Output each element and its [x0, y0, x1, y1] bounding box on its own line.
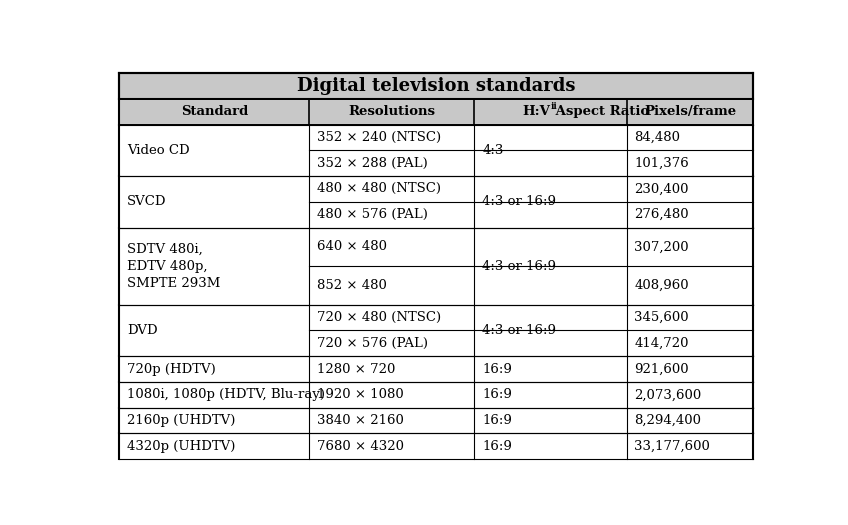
Text: 480 × 480 (NTSC): 480 × 480 (NTSC): [317, 182, 441, 195]
Bar: [119, 99, 753, 124]
Text: 4:3 or 16:9: 4:3 or 16:9: [483, 195, 556, 208]
Text: 4:3 or 16:9: 4:3 or 16:9: [483, 260, 556, 272]
Bar: [119, 227, 753, 304]
Text: 720 × 576 (PAL): 720 × 576 (PAL): [317, 337, 428, 350]
Bar: [119, 382, 753, 408]
Bar: [119, 176, 753, 227]
Text: DVD: DVD: [127, 324, 158, 337]
Text: 84,480: 84,480: [634, 131, 680, 144]
Bar: [119, 73, 753, 99]
Text: 276,480: 276,480: [634, 208, 689, 221]
Text: Pixels/frame: Pixels/frame: [644, 105, 736, 118]
Text: 414,720: 414,720: [634, 337, 689, 350]
Text: 16:9: 16:9: [483, 440, 512, 453]
Text: 1080i, 1080p (HDTV, Blu-ray): 1080i, 1080p (HDTV, Blu-ray): [127, 388, 325, 401]
Text: SDTV 480i,
EDTV 480p,
SMPTE 293M: SDTV 480i, EDTV 480p, SMPTE 293M: [127, 243, 220, 290]
Text: 720p (HDTV): 720p (HDTV): [127, 363, 215, 375]
Bar: [119, 408, 753, 434]
Text: 2,073,600: 2,073,600: [634, 388, 701, 401]
Text: SVCD: SVCD: [127, 195, 166, 208]
Text: 345,600: 345,600: [634, 311, 689, 324]
Text: 2160p (UHDTV): 2160p (UHDTV): [127, 414, 236, 427]
Text: 4:3 or 16:9: 4:3 or 16:9: [483, 324, 556, 337]
Text: 480 × 576 (PAL): 480 × 576 (PAL): [317, 208, 428, 221]
Text: 230,400: 230,400: [634, 182, 689, 195]
Bar: [119, 124, 753, 176]
Text: 307,200: 307,200: [634, 240, 689, 254]
Text: 3840 × 2160: 3840 × 2160: [317, 414, 404, 427]
Text: 852 × 480: 852 × 480: [317, 279, 388, 292]
Text: 7680 × 4320: 7680 × 4320: [317, 440, 404, 453]
Bar: [119, 304, 753, 356]
Text: 408,960: 408,960: [634, 279, 689, 292]
Text: 8,294,400: 8,294,400: [634, 414, 701, 427]
Text: Standard: Standard: [181, 105, 248, 118]
Text: 4:3: 4:3: [483, 144, 504, 157]
Text: ii: ii: [551, 102, 558, 111]
Text: 33,177,600: 33,177,600: [634, 440, 711, 453]
Text: 720 × 480 (NTSC): 720 × 480 (NTSC): [317, 311, 442, 324]
Text: 1920 × 1080: 1920 × 1080: [317, 388, 404, 401]
Text: 4320p (UHDTV): 4320p (UHDTV): [127, 440, 236, 453]
Text: Aspect Ratio: Aspect Ratio: [551, 105, 650, 118]
Text: H:V: H:V: [522, 105, 550, 118]
Text: 640 × 480: 640 × 480: [317, 240, 388, 254]
Text: 352 × 240 (NTSC): 352 × 240 (NTSC): [317, 131, 442, 144]
Text: Digital television standards: Digital television standards: [297, 77, 576, 95]
Text: 101,376: 101,376: [634, 156, 689, 170]
Text: 16:9: 16:9: [483, 414, 512, 427]
Text: 1280 × 720: 1280 × 720: [317, 363, 396, 375]
Text: 352 × 288 (PAL): 352 × 288 (PAL): [317, 156, 428, 170]
Text: Resolutions: Resolutions: [349, 105, 435, 118]
Text: 921,600: 921,600: [634, 363, 689, 375]
Text: Video CD: Video CD: [127, 144, 190, 157]
Bar: [119, 434, 753, 459]
Text: 16:9: 16:9: [483, 388, 512, 401]
Text: 16:9: 16:9: [483, 363, 512, 375]
Bar: [119, 356, 753, 382]
